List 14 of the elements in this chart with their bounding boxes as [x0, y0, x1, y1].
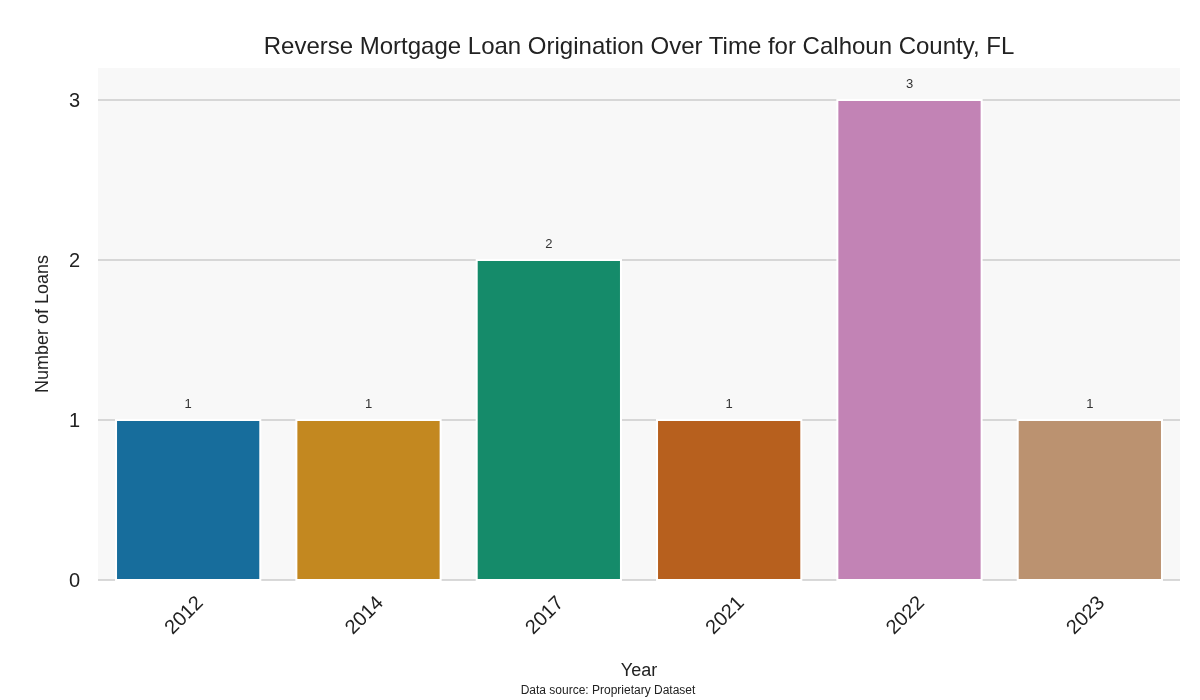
data-label: 1 [184, 396, 192, 411]
data-label: 1 [364, 396, 373, 411]
chart-title: Reverse Mortgage Loan Origination Over Time for Calhoun County, FL [263, 32, 1015, 59]
source-note: Data source: Proprietary Dataset [520, 683, 697, 697]
y-axis-title: Number of Loans [32, 254, 52, 394]
data-label: 1 [725, 396, 733, 411]
data-label: 1 [1086, 396, 1094, 411]
data-label: 2 [545, 236, 553, 251]
y-tick-label: 0 [68, 569, 80, 591]
data-label: 3 [905, 76, 914, 91]
x-axis-title: Year [620, 660, 658, 680]
y-tick-label: 3 [68, 89, 80, 111]
y-tick-label: 1 [68, 409, 80, 431]
y-tick-label: 2 [68, 249, 80, 271]
